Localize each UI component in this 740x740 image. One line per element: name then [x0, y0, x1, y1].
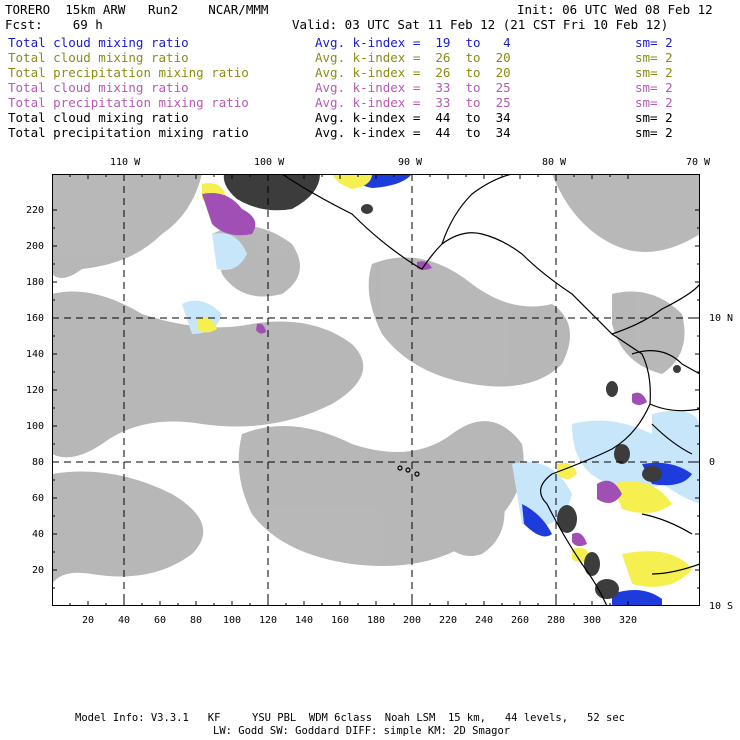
y-grid-label: 40: [32, 529, 45, 540]
y-grid-label: 100: [26, 421, 45, 432]
x-grid-label: 20: [82, 615, 95, 626]
model-info: Model Info: V3.3.1 KF YSU PBL WDM 6class…: [75, 712, 625, 724]
init-time: Init: 06 UTC Wed 08 Feb 12: [517, 2, 713, 17]
model-title: TORERO 15km ARW Run2 NCAR/MMM: [5, 2, 269, 17]
y-grid-label: 200: [26, 241, 45, 252]
forecast-hour: Fcst: 69 h: [5, 17, 103, 32]
legend-kindex: Avg. k-index = 33 to 25: [315, 95, 511, 110]
y-grid-label: 180: [26, 277, 45, 288]
longitude-label: 70 W: [686, 157, 711, 168]
legend-row: Total precipitation mixing ratio Avg. k-i…: [8, 95, 728, 110]
y-grid-label: 60: [32, 493, 45, 504]
longitude-label: 110 W: [110, 157, 141, 168]
longitude-label: 90 W: [398, 157, 423, 168]
legend-kindex: Avg. k-index = 44 to 34: [315, 125, 511, 140]
yellow-layer: [197, 174, 692, 587]
x-grid-label: 260: [511, 615, 530, 626]
x-grid-label: 300: [583, 615, 602, 626]
legend-row: Total precipitation mixing ratio Avg. k-i…: [8, 65, 728, 80]
legend-label: Total precipitation mixing ratio: [8, 95, 249, 110]
longitude-label: 100 W: [254, 157, 285, 168]
x-grid-label: 60: [154, 615, 167, 626]
y-grid-label: 220: [26, 205, 45, 216]
legend-smoothing: sm= 2: [635, 65, 673, 80]
x-grid-label: 80: [190, 615, 203, 626]
legend-row: Total cloud mixing ratio Avg. k-index = 3…: [8, 80, 728, 95]
weather-map: [52, 174, 700, 606]
coastline-layer: [281, 174, 700, 606]
legend-row: Total cloud mixing ratio Avg. k-index = 1…: [8, 35, 728, 50]
legend-smoothing: sm= 2: [635, 125, 673, 140]
x-grid-label: 160: [331, 615, 350, 626]
legend-smoothing: sm= 2: [635, 50, 673, 65]
legend-row: Total cloud mixing ratio Avg. k-index = 2…: [8, 50, 728, 65]
cloud-field-layer: [52, 174, 700, 584]
x-grid-label: 220: [439, 615, 458, 626]
x-grid-label: 40: [118, 615, 131, 626]
model-physics: LW: Godd SW: Goddard DIFF: simple KM: 2D…: [213, 725, 511, 737]
legend-smoothing: sm= 2: [635, 80, 673, 95]
legend-kindex: Avg. k-index = 26 to 20: [315, 65, 511, 80]
legend-kindex: Avg. k-index = 19 to 4: [315, 35, 511, 50]
x-grid-label: 320: [619, 615, 638, 626]
x-grid-label: 240: [475, 615, 494, 626]
latitude-label: 0: [709, 457, 716, 468]
legend-label: Total cloud mixing ratio: [8, 35, 189, 50]
x-grid-label: 200: [403, 615, 422, 626]
x-grid-label: 180: [367, 615, 386, 626]
valid-time: Valid: 03 UTC Sat 11 Feb 12 (21 CST Fri …: [292, 17, 669, 32]
legend-smoothing: sm= 2: [635, 35, 673, 50]
longitude-label: 80 W: [542, 157, 567, 168]
latitude-label: 10 N: [709, 313, 734, 324]
legend-label: Total precipitation mixing ratio: [8, 65, 249, 80]
y-grid-label: 160: [26, 313, 45, 324]
legend-row: Total cloud mixing ratio Avg. k-index = 4…: [8, 110, 728, 125]
y-grid-label: 140: [26, 349, 45, 360]
x-grid-label: 100: [223, 615, 242, 626]
y-grid-label: 80: [32, 457, 45, 468]
x-grid-label: 140: [295, 615, 314, 626]
x-grid-label: 120: [259, 615, 278, 626]
dark-cells-layer: [223, 174, 681, 599]
legend-kindex: Avg. k-index = 26 to 20: [315, 50, 511, 65]
legend-row: Total precipitation mixing ratio Avg. k-i…: [8, 125, 728, 140]
legend-label: Total cloud mixing ratio: [8, 110, 189, 125]
legend-kindex: Avg. k-index = 44 to 34: [315, 110, 511, 125]
legend-smoothing: sm= 2: [635, 110, 673, 125]
legend-label: Total cloud mixing ratio: [8, 50, 189, 65]
latlon-grid: [52, 174, 700, 606]
latitude-label: 10 S: [709, 601, 734, 612]
x-grid-label: 280: [547, 615, 566, 626]
legend-smoothing: sm= 2: [635, 95, 673, 110]
legend-label: Total precipitation mixing ratio: [8, 125, 249, 140]
legend-label: Total cloud mixing ratio: [8, 80, 189, 95]
legend-kindex: Avg. k-index = 33 to 25: [315, 80, 511, 95]
y-grid-label: 120: [26, 385, 45, 396]
y-grid-label: 20: [32, 565, 45, 576]
